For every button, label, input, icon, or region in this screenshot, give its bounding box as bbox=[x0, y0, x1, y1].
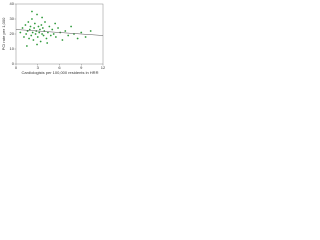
chart: Cardiologists per 100,000 residents in H… bbox=[1, 1, 106, 75]
point bbox=[19, 31, 22, 34]
point bbox=[39, 28, 41, 31]
point bbox=[37, 25, 40, 28]
point bbox=[49, 34, 52, 37]
point bbox=[57, 27, 59, 29]
y-tick-label: 20 bbox=[10, 31, 15, 36]
point bbox=[28, 37, 30, 40]
point bbox=[36, 13, 38, 16]
point bbox=[32, 39, 35, 41]
trendline bbox=[15, 29, 104, 36]
point bbox=[27, 21, 30, 23]
point bbox=[29, 25, 32, 28]
point bbox=[76, 37, 79, 40]
x-tick-label: 6 bbox=[58, 65, 61, 70]
point bbox=[67, 34, 70, 37]
point bbox=[25, 45, 28, 47]
point bbox=[38, 31, 41, 34]
point bbox=[31, 31, 34, 34]
point bbox=[45, 37, 48, 40]
point bbox=[80, 31, 83, 34]
point bbox=[51, 28, 54, 31]
point bbox=[41, 16, 43, 19]
point bbox=[33, 22, 36, 25]
point bbox=[36, 36, 39, 38]
point bbox=[30, 34, 33, 37]
point bbox=[23, 36, 25, 38]
y-axis-label: PCI rate per 1,000 bbox=[1, 17, 6, 50]
point bbox=[31, 18, 33, 20]
point bbox=[41, 33, 43, 35]
x-tick-label: 12 bbox=[101, 65, 106, 70]
point bbox=[21, 27, 24, 29]
point bbox=[70, 25, 72, 28]
x-tick-label: 3 bbox=[37, 65, 40, 70]
point bbox=[54, 22, 57, 25]
point bbox=[64, 30, 67, 32]
point bbox=[42, 34, 45, 37]
point bbox=[46, 42, 49, 44]
point bbox=[44, 21, 46, 23]
point bbox=[34, 33, 37, 35]
point bbox=[39, 40, 42, 43]
x-tick-label: 9 bbox=[80, 65, 83, 70]
x-axis-label: Cardiologists per 100,000 residents in H… bbox=[22, 70, 99, 75]
point bbox=[36, 43, 38, 46]
point bbox=[41, 27, 44, 29]
point bbox=[48, 25, 51, 28]
point bbox=[25, 33, 28, 35]
point bbox=[54, 36, 57, 38]
point bbox=[61, 39, 64, 41]
point bbox=[24, 24, 27, 26]
point bbox=[52, 33, 55, 35]
point bbox=[89, 30, 92, 32]
plot-area bbox=[15, 3, 104, 65]
point bbox=[28, 28, 31, 31]
y-tick-label: 30 bbox=[10, 16, 15, 21]
point bbox=[40, 24, 43, 26]
y-tick-label: 0 bbox=[12, 61, 15, 66]
y-tick-label: 10 bbox=[10, 46, 15, 51]
point bbox=[31, 10, 33, 13]
point bbox=[84, 36, 87, 38]
point bbox=[33, 27, 36, 29]
page: {"chart_data": {"type": "scatter", "x_la… bbox=[0, 0, 320, 79]
x-tick-label: 0 bbox=[15, 65, 18, 70]
y-tick-label: 40 bbox=[10, 1, 15, 6]
point bbox=[47, 31, 49, 34]
